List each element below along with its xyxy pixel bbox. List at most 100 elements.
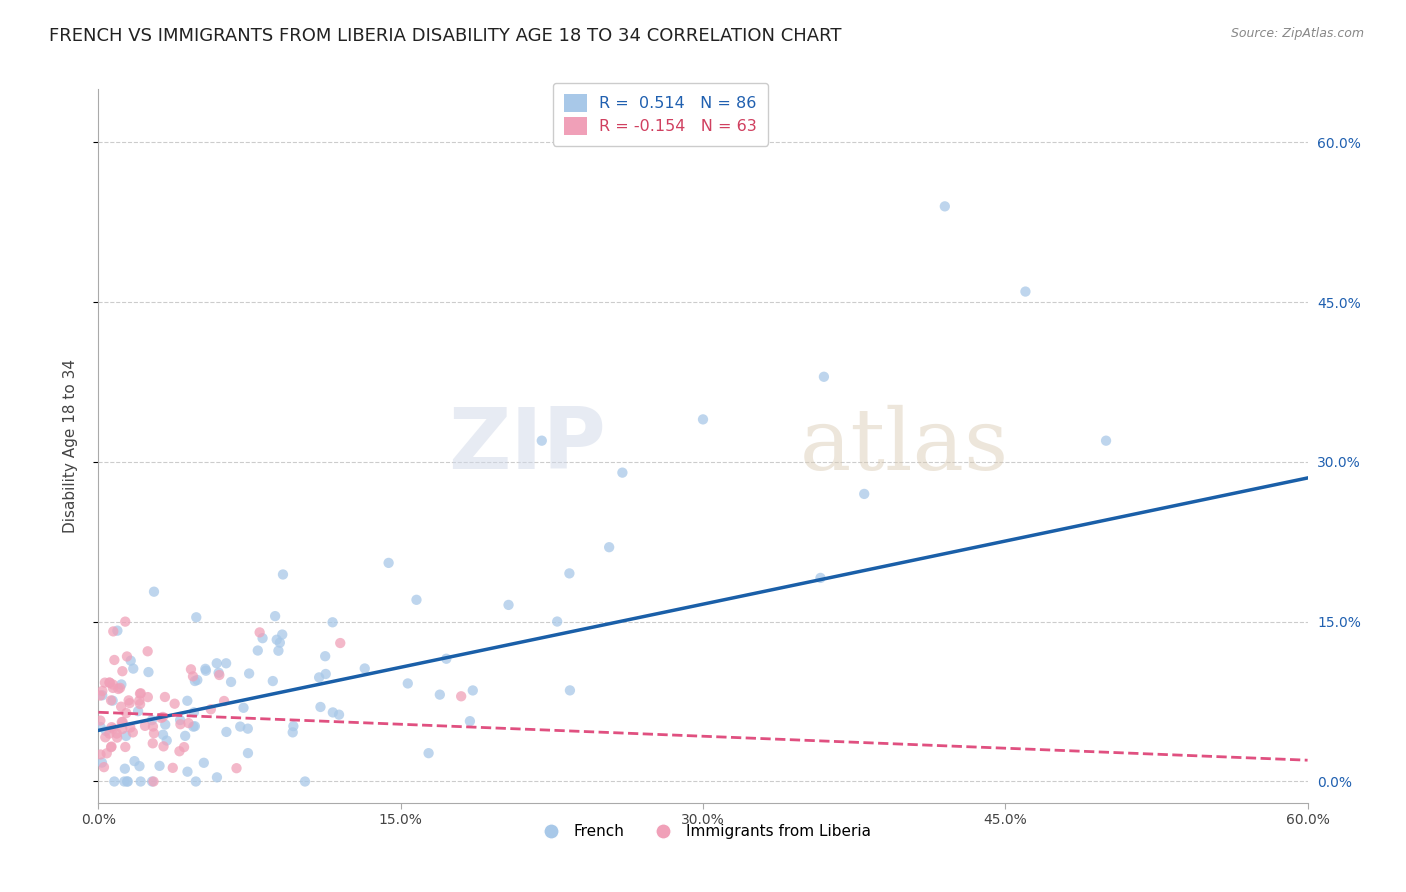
Point — [598, 540, 620, 554]
Point — [114, 762, 136, 776]
Point — [103, 774, 125, 789]
Y-axis label: Disability Age 18 to 34: Disability Age 18 to 34 — [63, 359, 77, 533]
Point — [322, 706, 344, 720]
Point — [155, 717, 177, 731]
Point — [136, 644, 159, 658]
Point — [169, 717, 191, 731]
Point — [100, 693, 122, 707]
Point — [150, 711, 173, 725]
Point — [89, 720, 111, 734]
Point — [115, 774, 138, 789]
Legend: French, Immigrants from Liberia: French, Immigrants from Liberia — [529, 818, 877, 845]
Text: FRENCH VS IMMIGRANTS FROM LIBERIA DISABILITY AGE 18 TO 34 CORRELATION CHART: FRENCH VS IMMIGRANTS FROM LIBERIA DISABI… — [49, 27, 842, 45]
Point — [205, 770, 228, 784]
Point — [94, 675, 117, 690]
Point — [96, 747, 118, 761]
Point — [111, 664, 134, 678]
Point — [396, 676, 419, 690]
Point — [215, 657, 238, 671]
Point — [177, 716, 200, 731]
Point — [269, 635, 291, 649]
Point — [193, 756, 215, 770]
Point — [558, 683, 581, 698]
Point — [121, 725, 143, 739]
Point — [105, 731, 128, 745]
Point — [236, 746, 259, 760]
Point — [100, 739, 122, 754]
Point — [110, 699, 132, 714]
Point — [163, 697, 186, 711]
Point — [129, 774, 152, 789]
Point — [98, 726, 121, 740]
Point — [142, 719, 165, 733]
Point — [141, 774, 163, 789]
Point — [461, 683, 484, 698]
Point — [308, 670, 330, 684]
Point — [232, 700, 254, 714]
Point — [98, 675, 121, 690]
Point — [328, 707, 350, 722]
Point — [107, 681, 129, 696]
Point — [128, 694, 150, 708]
Point — [429, 688, 451, 702]
Point — [546, 615, 568, 629]
Point — [111, 722, 134, 736]
Point — [498, 598, 520, 612]
Point — [105, 624, 128, 638]
Point — [114, 739, 136, 754]
Point — [148, 759, 170, 773]
Point — [530, 434, 553, 448]
Point — [252, 631, 274, 645]
Point — [112, 774, 135, 789]
Point — [100, 720, 122, 734]
Point — [94, 723, 117, 738]
Point — [194, 662, 217, 676]
Text: ZIP: ZIP — [449, 404, 606, 488]
Point — [184, 673, 207, 688]
Point — [219, 675, 242, 690]
Point — [558, 566, 581, 581]
Point — [105, 726, 128, 740]
Point — [91, 756, 114, 770]
Point — [98, 675, 121, 690]
Point — [377, 556, 399, 570]
Point — [142, 774, 165, 789]
Text: atlas: atlas — [800, 404, 1010, 488]
Point — [186, 610, 208, 624]
Point — [153, 690, 176, 704]
Point — [264, 609, 287, 624]
Point — [309, 700, 332, 714]
Point — [181, 720, 204, 734]
Point — [229, 720, 252, 734]
Point — [180, 662, 202, 676]
Point — [225, 761, 247, 775]
Point — [434, 652, 457, 666]
Point — [142, 726, 165, 740]
Point — [100, 740, 122, 755]
Point — [212, 694, 235, 708]
Point — [103, 624, 125, 639]
Point — [129, 697, 152, 711]
Point — [162, 761, 184, 775]
Point — [136, 690, 159, 704]
Point — [169, 744, 191, 758]
Point — [127, 704, 149, 718]
Point — [129, 687, 152, 701]
Point — [208, 668, 231, 682]
Point — [934, 199, 956, 213]
Point — [181, 669, 204, 683]
Point — [117, 774, 139, 789]
Point — [315, 667, 337, 681]
Point — [1014, 285, 1036, 299]
Point — [101, 693, 124, 707]
Point — [249, 625, 271, 640]
Point — [110, 677, 132, 691]
Point — [141, 713, 163, 727]
Point — [138, 665, 160, 679]
Point — [215, 725, 238, 739]
Point — [173, 740, 195, 755]
Point — [94, 731, 117, 745]
Point — [142, 736, 165, 750]
Point — [152, 710, 174, 724]
Point — [329, 636, 352, 650]
